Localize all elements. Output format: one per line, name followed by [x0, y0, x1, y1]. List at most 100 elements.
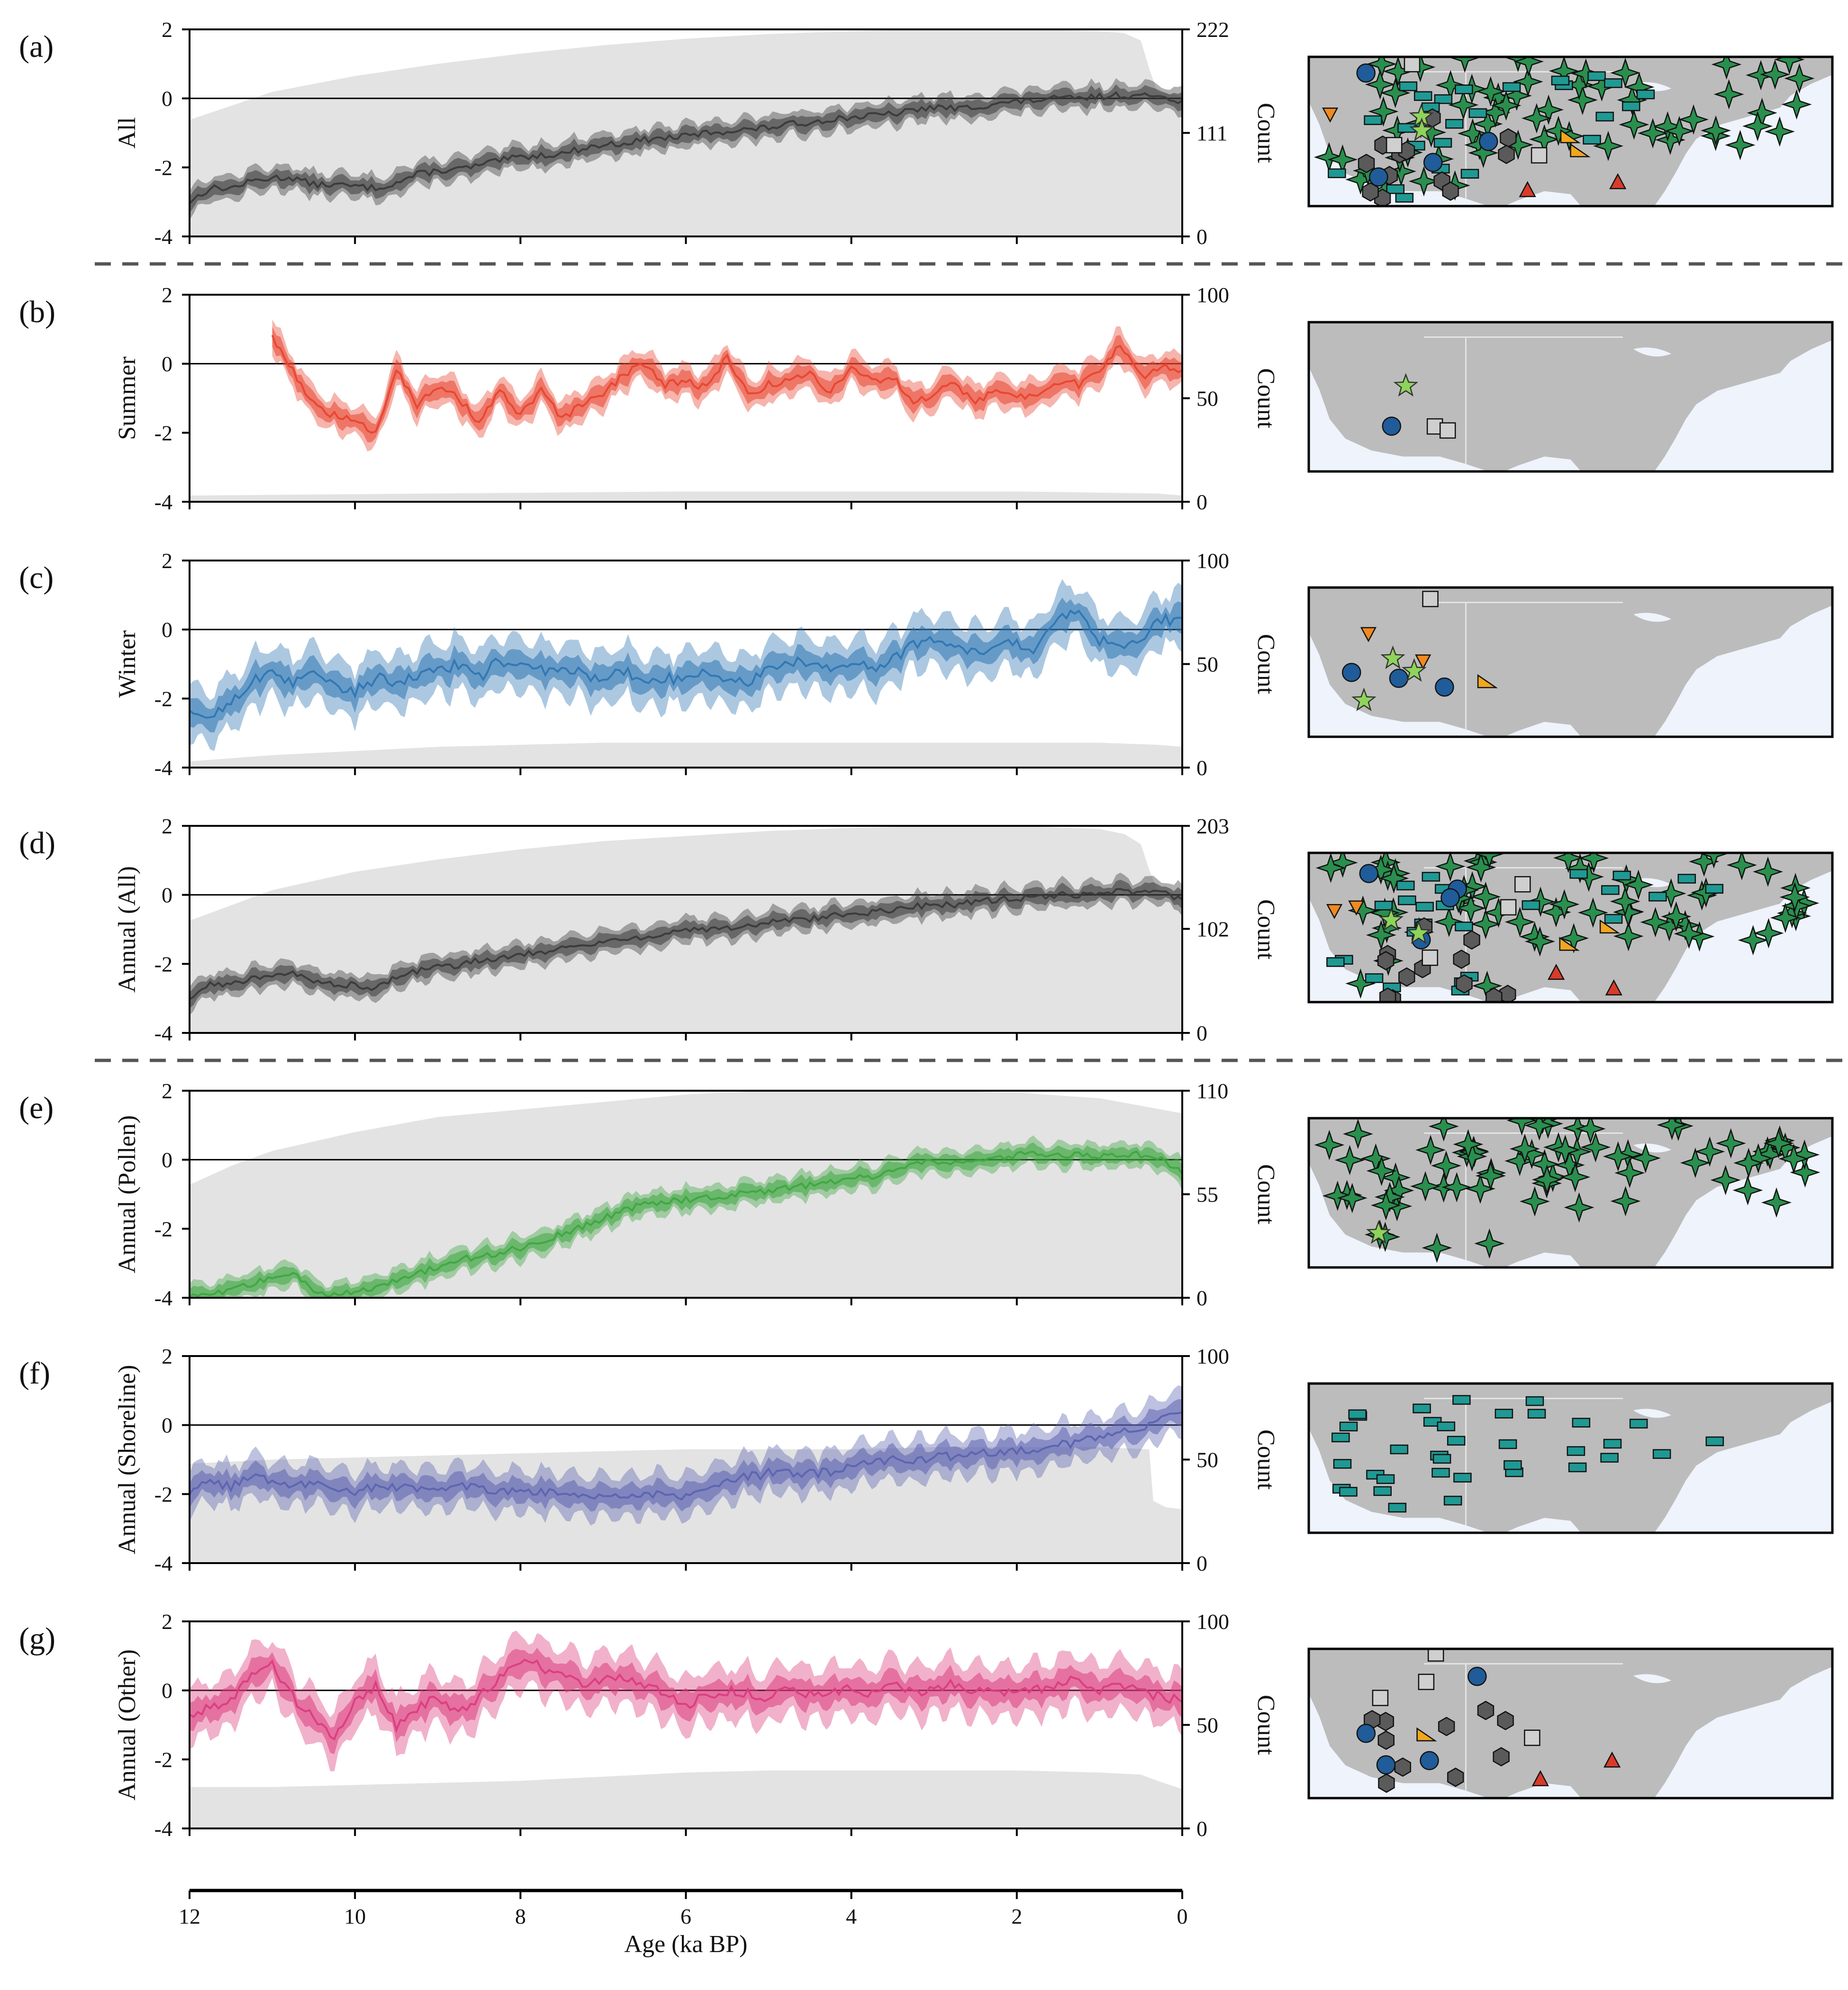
site-marker-shoreline: [1333, 1459, 1352, 1469]
count-tick-label: 50: [1196, 1713, 1218, 1737]
site-marker-pollen: [1664, 116, 1695, 146]
map-lake: [1633, 1143, 1672, 1153]
site-marker-pollen: [1764, 116, 1795, 147]
site-marker-pollen: [1593, 131, 1623, 162]
y-tick-label: 0: [162, 1679, 172, 1703]
site-marker-shoreline: [1376, 1474, 1395, 1484]
y-tick-label: 0: [162, 1148, 172, 1172]
anomaly-series: [190, 1135, 1182, 1298]
site-marker-other-pollen: [1402, 658, 1427, 682]
panel-letter: (d): [19, 826, 55, 860]
site-marker-shoreline: [1629, 1419, 1648, 1429]
site-marker-triangle-down: [1348, 900, 1365, 916]
site-marker-pollen: [1638, 118, 1668, 149]
y-tick-label: -4: [154, 1021, 172, 1045]
y-tick-label: -4: [154, 1286, 172, 1310]
site-marker-triangle: [1548, 964, 1565, 980]
count-tick-label: 0: [1196, 1021, 1207, 1045]
map-frame: [1307, 1382, 1834, 1534]
site-marker-pollen: [1674, 918, 1704, 949]
site-marker-shoreline: [1600, 1453, 1619, 1463]
site-marker-pollen: [1711, 57, 1742, 80]
site-marker-pollen: [1410, 1171, 1441, 1202]
site-marker-shoreline: [1652, 1449, 1671, 1459]
site-marker-other-pollen: [1378, 907, 1404, 931]
y-axis-label: Annual (All): [114, 866, 141, 993]
count-tick-label: 0: [1196, 756, 1207, 780]
y-tick-label: 0: [162, 618, 172, 642]
y-tick-label: -2: [154, 1217, 172, 1241]
uncertainty-band-inner: [190, 597, 1182, 733]
site-marker-triangle: [1531, 1770, 1549, 1786]
site-marker-pollen: [1577, 897, 1608, 928]
site-marker-pollen: [1374, 1182, 1405, 1212]
site-marker-shoreline: [1567, 1446, 1585, 1456]
site-marker-square: [1500, 899, 1517, 916]
map-markers: [1315, 853, 1820, 1002]
site-marker-hexagon: [1377, 1730, 1395, 1750]
anomaly-series: [190, 1385, 1182, 1526]
site-marker-pollen: [1610, 886, 1640, 917]
site-marker-pollen: [1519, 1186, 1550, 1217]
count-axis-label: Count: [1252, 103, 1279, 163]
site-marker-pollen: [1435, 853, 1466, 882]
site-marker-shoreline: [1705, 884, 1724, 894]
y-axis-label: Annual (Pollen): [114, 1115, 141, 1274]
site-marker-pollen: [1475, 1160, 1506, 1191]
count-axis-label: Count: [1252, 899, 1279, 960]
count-tick-label: 0: [1196, 1286, 1207, 1310]
map-frame: [1307, 55, 1834, 208]
site-marker-shoreline: [1422, 872, 1440, 882]
y-tick-label: -4: [154, 756, 172, 780]
site-marker-pollen: [1575, 1118, 1606, 1144]
site-marker-hexagon: [1394, 1757, 1411, 1777]
site-marker-shoreline: [1569, 869, 1588, 879]
site-marker-triangle: [1605, 979, 1622, 995]
site-map: [1307, 55, 1834, 208]
site-map: [1307, 321, 1834, 473]
site-marker-shoreline: [1498, 1439, 1517, 1449]
site-marker-circle: [1376, 1755, 1396, 1775]
site-marker-square: [1427, 1649, 1444, 1662]
site-marker-pollen: [1543, 116, 1574, 146]
panel-letter: (f): [19, 1356, 50, 1391]
site-map: [1307, 1117, 1834, 1269]
site-marker-pollen: [1753, 918, 1784, 949]
site-marker-shoreline: [1455, 922, 1473, 932]
count-tick-label: 110: [1196, 1079, 1228, 1103]
site-marker-triangle: [1609, 173, 1627, 190]
site-marker-pollen: [1732, 1175, 1763, 1206]
site-marker-pollen: [1314, 1130, 1345, 1160]
site-marker-hexagon: [1456, 974, 1473, 994]
site-marker-shoreline: [1373, 1486, 1392, 1496]
panel-letter: (a): [19, 29, 54, 64]
panel-letter: (g): [19, 1621, 55, 1656]
site-marker-shoreline: [1447, 1436, 1466, 1446]
count-series: [190, 742, 1182, 768]
y-axis-label: Winter: [114, 630, 141, 697]
site-marker-pollen: [1613, 897, 1644, 928]
site-marker-pollen: [1474, 853, 1505, 869]
uncertainty-band-inner: [190, 1142, 1182, 1298]
map-markers: [1382, 373, 1456, 439]
site-marker-shoreline: [1603, 1438, 1622, 1449]
site-marker-square: [1531, 147, 1548, 164]
site-map: [1307, 586, 1834, 738]
site-marker-shoreline: [1431, 1467, 1450, 1478]
site-marker-pollen: [1474, 1228, 1505, 1259]
count-area: [190, 742, 1182, 768]
site-marker-shoreline: [1455, 84, 1473, 94]
site-marker-pollen: [1327, 853, 1358, 878]
site-marker-shoreline: [1432, 1454, 1451, 1464]
panel-letter: (b): [19, 295, 55, 329]
panel-a: -4 -2 0 2 0 111 222 All Count (a): [19, 18, 1279, 249]
site-marker-hexagon: [1362, 182, 1379, 202]
panel-c: -4 -2 0 2 0 50 100 Winter Count (c): [19, 549, 1279, 780]
site-marker-pollen: [1365, 69, 1395, 100]
panel-b: -4 -2 0 2 0 50 100 Summer Count (b): [19, 283, 1279, 514]
y-tick-label: -4: [154, 1817, 172, 1841]
site-marker-pollen: [1778, 1143, 1809, 1174]
count-tick-label: 100: [1196, 1344, 1229, 1368]
count-tick-label: 50: [1196, 387, 1218, 411]
